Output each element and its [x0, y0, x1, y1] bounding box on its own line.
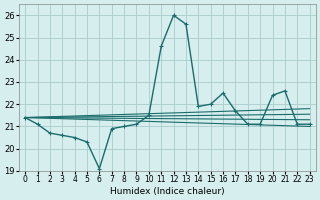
X-axis label: Humidex (Indice chaleur): Humidex (Indice chaleur) [110, 187, 225, 196]
